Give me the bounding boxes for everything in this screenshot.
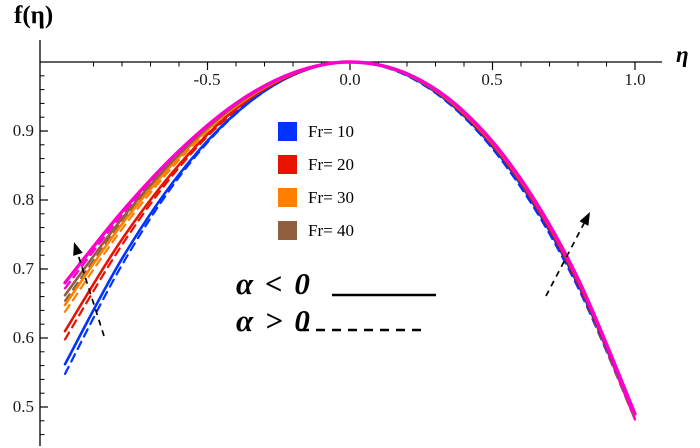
legend-swatch-fr40 <box>278 221 297 240</box>
y-tick-label: 0.6 <box>12 328 34 347</box>
legend-label: Fr= 10 <box>308 121 354 141</box>
legend-item: Fr= 20 <box>278 148 354 181</box>
legend-item: Fr= 40 <box>278 214 354 247</box>
y-tick-label: 0.8 <box>12 190 34 209</box>
legend-swatch-fr30 <box>278 188 297 207</box>
x-tick-label: 0.0 <box>339 70 361 89</box>
y-tick-label: 0.9 <box>12 121 34 140</box>
legend-label: Fr= 30 <box>308 187 354 207</box>
x-tick-label: -0.5 <box>193 70 221 89</box>
legend-item: Fr= 10 <box>278 115 354 148</box>
legend-swatch-fr10 <box>278 122 297 141</box>
y-tick-label: 0.5 <box>12 397 34 416</box>
legend: Fr= 10 Fr= 20 Fr= 30 Fr= 40 <box>278 115 354 247</box>
legend-label: Fr= 20 <box>308 154 354 174</box>
legend-swatch-fr20 <box>278 155 297 174</box>
y-axis-title: f(η) <box>14 2 54 29</box>
legend-label: Fr= 40 <box>308 220 354 240</box>
y-tick-label: 0.7 <box>12 259 34 278</box>
annotation-alpha-negative: α < 0 <box>236 266 312 301</box>
x-axis-title: η <box>676 42 689 67</box>
x-tick-label: 1.0 <box>624 70 646 89</box>
annotation-alpha-positive: α > 0 <box>236 303 312 338</box>
x-tick-label: 0.5 <box>481 70 503 89</box>
legend-item: Fr= 30 <box>278 181 354 214</box>
